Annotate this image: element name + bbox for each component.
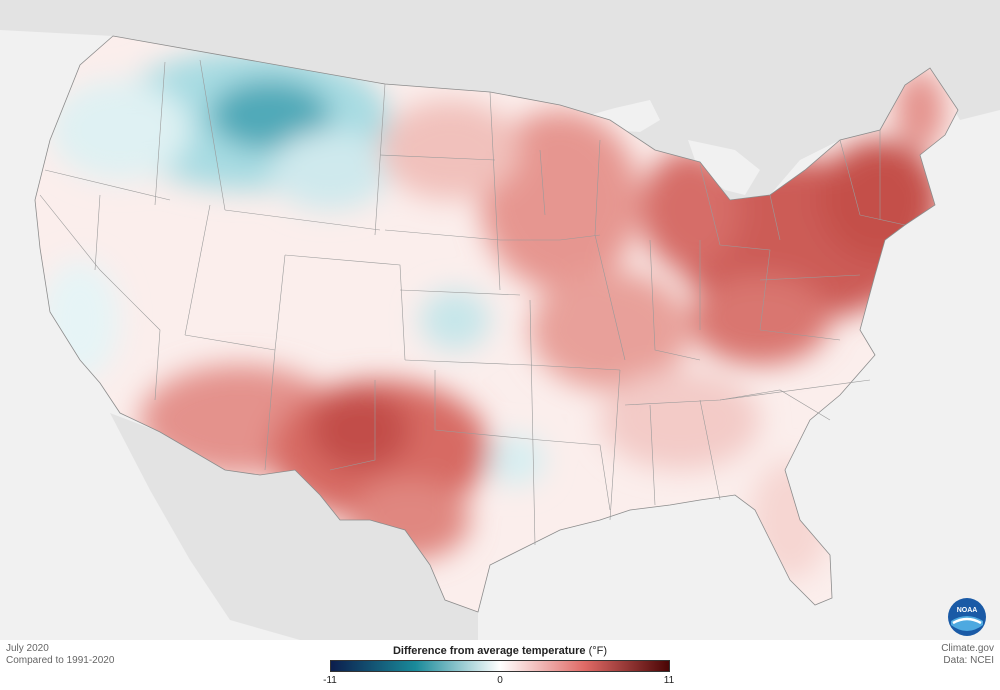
- legend-tick-zero: 0: [497, 675, 503, 686]
- legend-unit: (°F): [588, 645, 608, 657]
- credit-site: Climate.gov: [941, 643, 994, 654]
- map-period: July 2020 Compared to 1991-2020: [6, 643, 114, 667]
- map-subtitle: Compared to 1991-2020: [6, 655, 115, 666]
- noaa-logo: NOAA: [947, 597, 987, 640]
- noaa-logo-text: NOAA: [957, 607, 978, 614]
- legend-label: Difference from average temperature: [392, 645, 586, 657]
- map-credits: Climate.gov Data: NCEI: [941, 643, 994, 667]
- legend-tick-max: 11: [663, 675, 675, 686]
- surrounding-land: [0, 0, 1000, 640]
- map-footer: July 2020 Compared to 1991-2020 Differen…: [0, 640, 1000, 690]
- state-borders: [39, 59, 906, 546]
- credit-data: Data: NCEI: [943, 655, 994, 666]
- temperature-anomaly-map: NOAA: [0, 0, 1000, 640]
- legend-tick-min: -11: [323, 675, 337, 686]
- map-svg: [0, 0, 1000, 640]
- legend-title: Difference from average temperature (°F): [250, 645, 750, 657]
- legend-colorbar: [330, 660, 670, 672]
- map-title: July 2020: [6, 643, 49, 654]
